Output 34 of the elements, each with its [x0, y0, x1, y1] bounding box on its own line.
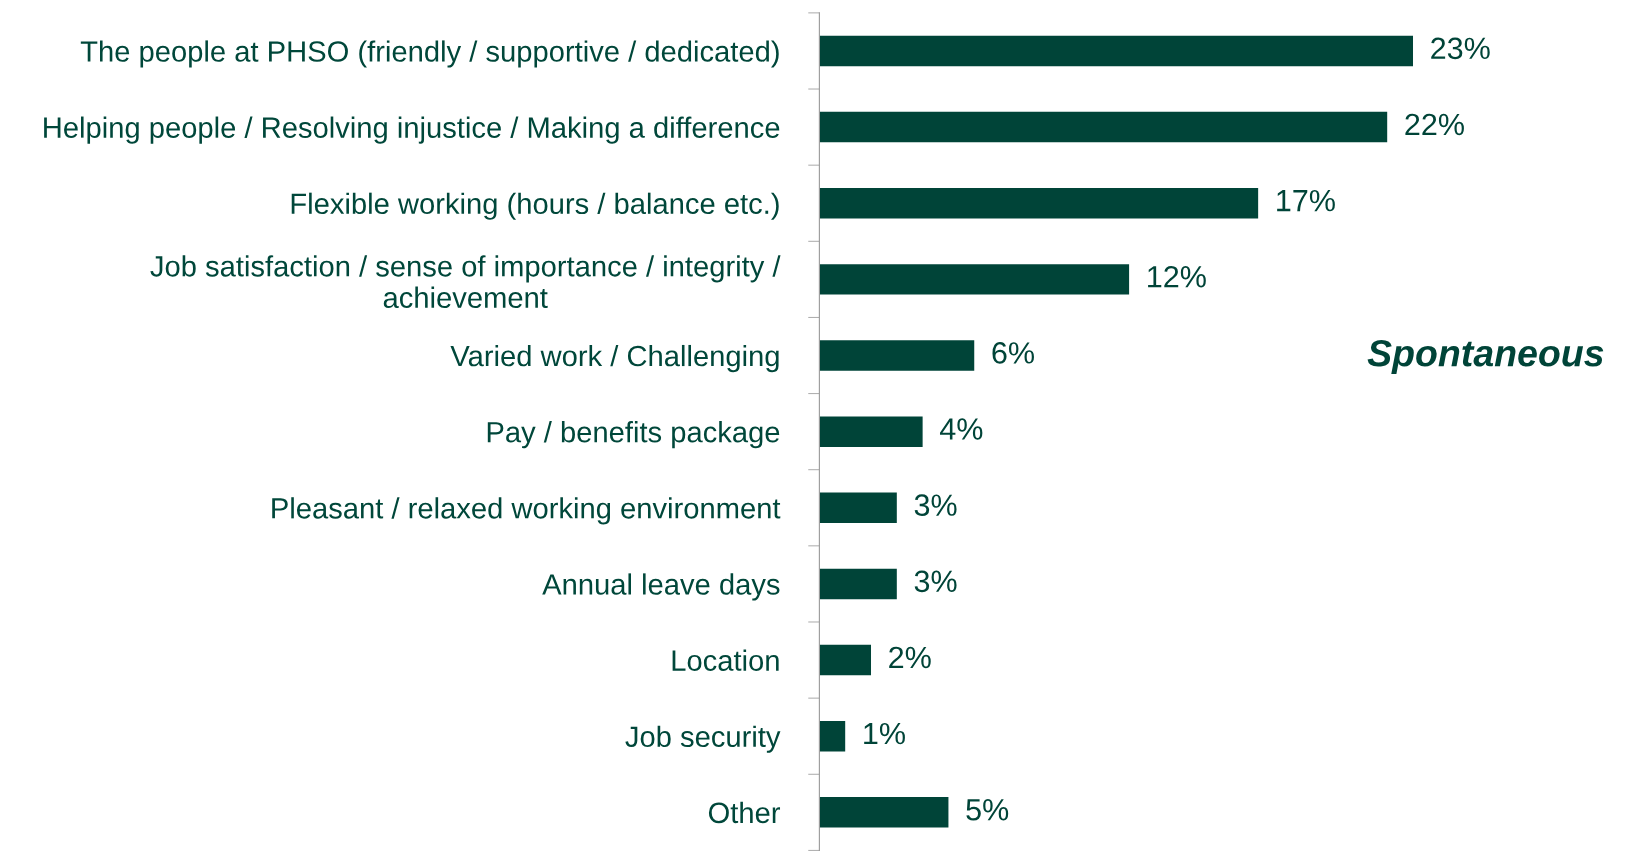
- y-tick-label: Flexible working (hours / balance etc.): [291, 192, 779, 220]
- bar: [819, 568, 897, 600]
- bar: [819, 340, 975, 371]
- data-label: 3%: [914, 494, 957, 516]
- data-label: 2%: [889, 646, 931, 669]
- annotation: Spontaneous: [1367, 340, 1604, 374]
- data-label: 3%: [914, 570, 957, 593]
- y-tick-label: Other: [708, 801, 781, 824]
- bar: [819, 797, 949, 828]
- data-label: 12%: [1148, 265, 1206, 288]
- y-tick-label: Job satisfaction / sense of importance / integrity / achievement: [150, 255, 781, 309]
- data-label: 4%: [939, 418, 983, 440]
- y-tick-label: Pleasant / relaxed working environment: [272, 497, 781, 525]
- y-tick-label: Varied work / Challenging: [450, 344, 779, 373]
- data-label: 22%: [1405, 113, 1464, 136]
- y-tick-label: Annual leave days: [542, 573, 780, 601]
- bar: [819, 264, 1130, 295]
- data-label: 5%: [966, 799, 1009, 821]
- bar: [819, 492, 897, 524]
- bar: [819, 188, 1259, 219]
- y-tick-label: Pay / benefits package: [487, 421, 780, 449]
- data-label: 6%: [992, 342, 1034, 364]
- y-tick-label: Job security: [625, 725, 781, 753]
- data-label: 17%: [1277, 189, 1335, 212]
- bar: [819, 720, 846, 752]
- bar: [819, 111, 1388, 143]
- y-tick-label: Helping people / Resolving injustice / Making a difference: [44, 116, 780, 144]
- data-label: 23%: [1431, 37, 1490, 60]
- bar: [819, 35, 1414, 67]
- y-tick-label: Location: [672, 649, 779, 671]
- bar: [819, 644, 872, 676]
- data-label: 1%: [864, 722, 905, 745]
- bar: [819, 416, 923, 447]
- y-tick-label: The people at PHSO (friendly / supportive / dedicated): [80, 40, 779, 68]
